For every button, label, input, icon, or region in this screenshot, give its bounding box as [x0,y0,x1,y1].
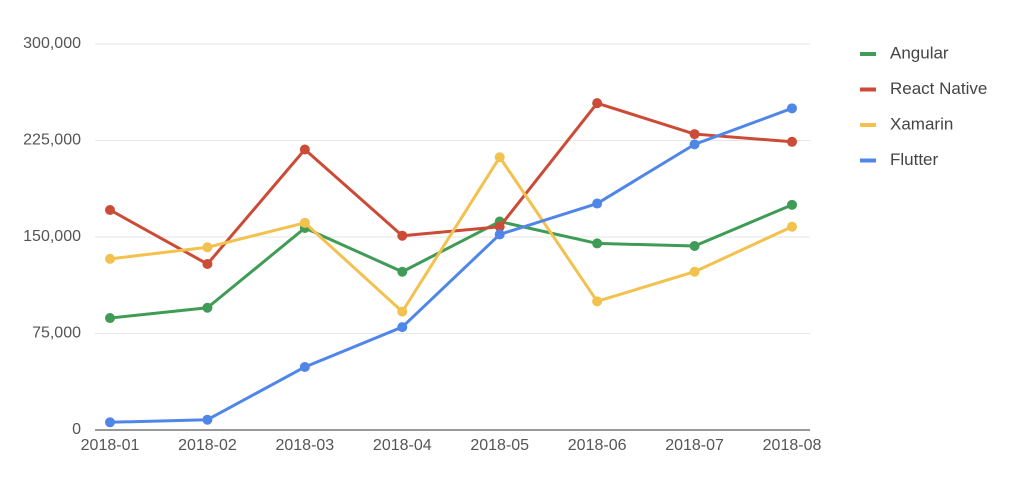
data-point [787,199,797,210]
series-line [109,203,793,320]
data-point [202,259,213,270]
y-tick-label: 225,000 [23,132,81,149]
legend-label: Flutter [890,150,939,169]
data-point [592,296,603,307]
data-point [202,414,213,425]
data-point [689,241,700,252]
y-tick-label: 0 [72,421,81,438]
data-point [592,238,603,249]
data-point [787,221,797,232]
x-tick-label: 2018-04 [373,437,432,454]
data-point [105,253,115,264]
legend-label: React Native [890,79,987,98]
data-point [689,129,700,140]
series-line [109,101,793,266]
x-tick-label: 2018-08 [763,437,822,454]
data-point [105,417,115,428]
x-tick-label: 2018-05 [470,437,529,454]
x-tick-label: 2018-06 [568,437,627,454]
data-point [592,198,603,209]
series-line [109,106,793,424]
data-point [787,136,797,147]
series-line [109,155,793,314]
data-point [105,204,115,215]
legend-label: Xamarin [890,114,953,133]
data-point [299,217,310,228]
data-point [397,322,408,333]
data-point [494,229,505,240]
data-point [689,139,700,150]
y-tick-label: 75,000 [32,325,81,342]
data-point [689,266,700,277]
data-point [592,98,603,109]
data-point [397,306,408,317]
y-tick-label: 300,000 [23,35,81,52]
data-point [397,266,408,277]
data-point [202,302,213,313]
data-point [202,242,213,253]
data-point [105,313,115,324]
data-point [299,361,310,372]
data-point [397,230,408,241]
legend-label: Angular [890,43,949,62]
y-tick-label: 150,000 [23,228,81,245]
x-tick-label: 2018-01 [81,437,140,454]
data-point [787,103,797,114]
data-point [494,152,505,163]
data-point [299,144,310,155]
x-tick-label: 2018-02 [178,437,237,454]
x-tick-label: 2018-03 [275,437,334,454]
x-tick-label: 2018-07 [665,437,724,454]
data-point [494,221,505,232]
